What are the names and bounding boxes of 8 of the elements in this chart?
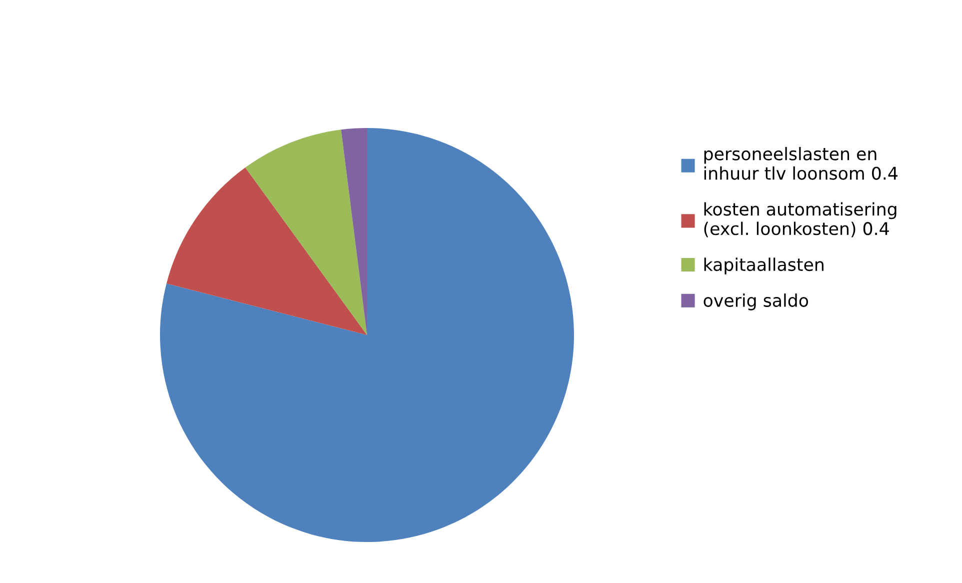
legend-label: overig saldo	[704, 294, 808, 310]
pie-slice	[245, 130, 367, 335]
legend-label: kapitaallasten	[704, 258, 824, 274]
pie-slice	[341, 128, 367, 335]
pie-slice	[160, 128, 574, 542]
legend-label: kosten automatisering (excl. loonkosten) 0.4	[704, 202, 896, 238]
pie-slice	[166, 168, 367, 335]
legend-label: personeelslasten en inhuur tlv loonsom 0.4	[704, 146, 898, 180]
